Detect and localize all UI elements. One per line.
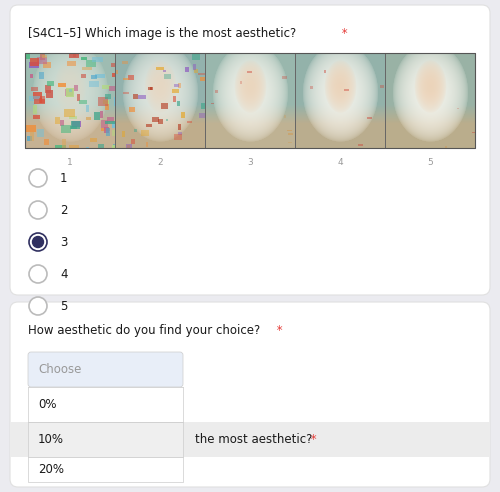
Bar	[385, 53, 475, 148]
Bar	[25, 53, 475, 148]
Text: 1: 1	[60, 172, 68, 184]
FancyBboxPatch shape	[28, 352, 183, 387]
Text: 3: 3	[247, 158, 253, 167]
Circle shape	[32, 237, 44, 247]
Text: *: *	[307, 433, 316, 446]
Text: 3: 3	[60, 236, 68, 248]
Bar	[205, 53, 295, 148]
Bar	[10, 422, 490, 457]
Bar	[28, 457, 183, 482]
Bar	[25, 53, 115, 148]
Circle shape	[29, 233, 47, 251]
Text: *: *	[338, 27, 347, 40]
Text: Choose: Choose	[38, 363, 82, 376]
Circle shape	[29, 265, 47, 283]
Bar	[295, 53, 385, 148]
Text: 5: 5	[60, 300, 68, 312]
Circle shape	[29, 297, 47, 315]
Text: 2: 2	[60, 204, 68, 216]
Text: 2: 2	[157, 158, 163, 167]
FancyBboxPatch shape	[10, 5, 490, 295]
Text: 4: 4	[60, 268, 68, 280]
Text: 20%: 20%	[38, 463, 64, 476]
Text: the most aesthetic?: the most aesthetic?	[195, 433, 312, 446]
Bar	[115, 53, 205, 148]
Text: How aesthetic do you find your choice?: How aesthetic do you find your choice?	[28, 324, 260, 337]
Text: 10%: 10%	[38, 433, 64, 446]
Text: *: *	[273, 324, 282, 337]
FancyBboxPatch shape	[10, 302, 490, 487]
Circle shape	[29, 201, 47, 219]
Bar	[28, 422, 183, 457]
Text: 5: 5	[427, 158, 433, 167]
Text: 4: 4	[337, 158, 343, 167]
Text: 0%: 0%	[38, 398, 56, 411]
Text: [S4C1–5] Which image is the most aesthetic?: [S4C1–5] Which image is the most aesthet…	[28, 27, 296, 40]
Circle shape	[29, 169, 47, 187]
Bar	[28, 387, 183, 422]
Text: 1: 1	[67, 158, 73, 167]
